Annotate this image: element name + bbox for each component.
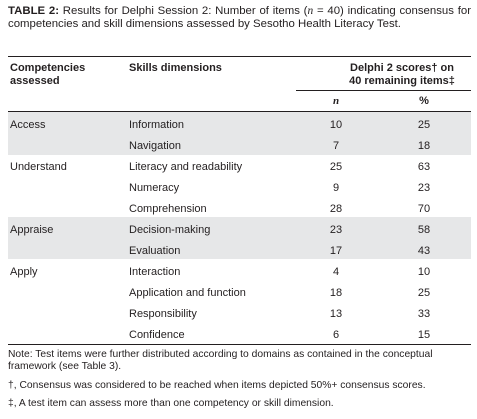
caption-n-symbol: n — [307, 5, 314, 17]
row-pct: 25 — [417, 287, 431, 299]
header-assessed: assessed — [10, 75, 60, 87]
row-skill: Information — [129, 119, 185, 131]
header-competencies: Competencies — [10, 62, 86, 74]
header-bottom-rule — [8, 111, 471, 112]
row-n: 10 — [329, 119, 343, 131]
row-n: 9 — [332, 182, 340, 194]
table-caption: TABLE 2: Results for Delphi Session 2: N… — [8, 5, 471, 31]
row-skill: Navigation — [129, 140, 181, 152]
row-pct: 18 — [417, 140, 431, 152]
row-skill: Literacy and readability — [129, 161, 243, 173]
note-1: Note: Test items were further distribute… — [8, 349, 433, 373]
row-n: 18 — [329, 287, 343, 299]
row-n: 25 — [329, 161, 343, 173]
row-pct: 63 — [417, 161, 431, 173]
caption-text-post: = 40) indicating consensus for competenc… — [8, 5, 471, 31]
row-competency: Understand — [10, 161, 67, 173]
caption-label: TABLE 2: — [8, 5, 60, 17]
row-pct: 33 — [417, 308, 431, 320]
row-competency: Access — [10, 119, 46, 131]
note-3: ‡, A test item can assess more than one … — [8, 398, 334, 409]
row-competency: Apply — [10, 266, 38, 278]
row-skill: Evaluation — [129, 245, 181, 257]
row-pct: 25 — [417, 119, 431, 131]
row-pct: 58 — [417, 224, 431, 236]
band-appraise — [8, 217, 471, 259]
row-skill: Interaction — [129, 266, 181, 278]
note-2: †, Consensus was considered to be reache… — [8, 380, 426, 391]
row-pct: 15 — [417, 329, 431, 341]
row-pct: 10 — [417, 266, 431, 278]
row-pct: 43 — [417, 245, 431, 257]
row-skill: Confidence — [129, 329, 185, 341]
row-skill: Decision-making — [129, 224, 211, 236]
header-delphi-line1: Delphi 2 scores† on — [350, 62, 454, 74]
row-skill: Application and function — [129, 287, 246, 299]
header-skills: Skills dimensions — [129, 62, 222, 74]
row-pct: 70 — [417, 203, 431, 215]
top-rule — [8, 56, 471, 57]
header-delphi-line2: 40 remaining items‡ — [349, 75, 455, 87]
row-skill: Comprehension — [129, 203, 207, 215]
row-skill: Numeracy — [129, 182, 180, 194]
header-pct: % — [419, 95, 429, 107]
row-competency: Appraise — [10, 224, 54, 236]
row-n: 23 — [329, 224, 343, 236]
row-n: 17 — [329, 245, 343, 257]
row-n: 6 — [332, 329, 340, 341]
row-skill: Responsibility — [129, 308, 197, 320]
bottom-rule — [8, 344, 471, 345]
caption-text-pre: Results for Delphi Session 2: Number of … — [59, 5, 308, 17]
row-n: 4 — [332, 266, 340, 278]
header-n: n — [332, 95, 340, 107]
row-n: 13 — [329, 308, 343, 320]
row-n: 7 — [332, 140, 340, 152]
band-access — [8, 112, 471, 155]
row-pct: 23 — [417, 182, 431, 194]
row-n: 28 — [329, 203, 343, 215]
header-subrule — [296, 90, 471, 91]
